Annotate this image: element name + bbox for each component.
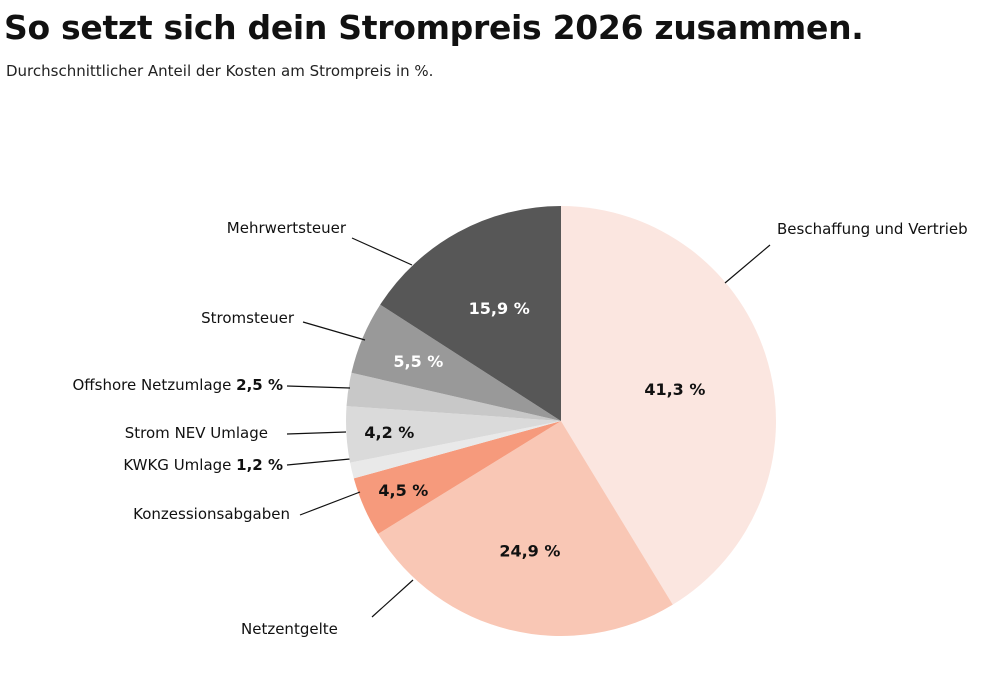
leader-line-4 (286, 431, 347, 435)
leader-line-2 (299, 491, 361, 516)
pie-slice-6 (351, 304, 561, 421)
offshore-value: 2,5 % (236, 376, 283, 394)
legend-label-offshore: Offshore Netzumlage 2,5 % (72, 376, 283, 394)
slice-value-label-2: 4,5 % (378, 481, 428, 500)
pie-slice-5 (346, 372, 561, 421)
slice-value-label-1: 24,9 % (499, 542, 560, 561)
legend-label-netzentgelte: Netzentgelte (241, 620, 338, 638)
pie-slice-7 (380, 206, 561, 421)
leader-line-6 (302, 321, 366, 341)
kwkg-name: KWKG Umlage (123, 456, 232, 474)
pie-slice-4 (346, 406, 561, 463)
legend-label-nev: Strom NEV Umlage (124, 424, 268, 442)
slice-value-label-4: 4,2 % (364, 423, 414, 442)
pie-slice-0 (561, 206, 777, 605)
legend-label-kwkg: KWKG Umlage 1,2 % (123, 456, 283, 474)
pie-slice-2 (353, 421, 561, 534)
leader-line-3 (286, 458, 351, 466)
leader-line-7 (351, 237, 413, 266)
leader-line-0 (724, 244, 771, 284)
leader-line-1 (371, 579, 414, 618)
legend-label-konzession: Konzessionsabgaben (133, 505, 290, 523)
slice-value-label-7: 15,9 % (469, 299, 530, 318)
leader-line-5 (286, 385, 351, 389)
offshore-name: Offshore Netzumlage (72, 376, 232, 394)
pie-slice-1 (378, 421, 673, 637)
chart-title: So setzt sich dein Strompreis 2026 zusam… (4, 8, 864, 47)
slice-value-label-6: 5,5 % (393, 352, 443, 371)
legend-label-stromsteuer: Stromsteuer (201, 309, 294, 327)
legend-label-mehrwertsteuer: Mehrwertsteuer (226, 219, 346, 237)
chart-subtitle: Durchschnittlicher Anteil der Kosten am … (6, 62, 434, 80)
slice-value-label-0: 41,3 % (644, 380, 705, 399)
pie-slice-3 (350, 421, 561, 479)
legend-label-beschaffung: Beschaffung und Vertrieb (777, 220, 968, 238)
kwkg-value: 1,2 % (236, 456, 283, 474)
